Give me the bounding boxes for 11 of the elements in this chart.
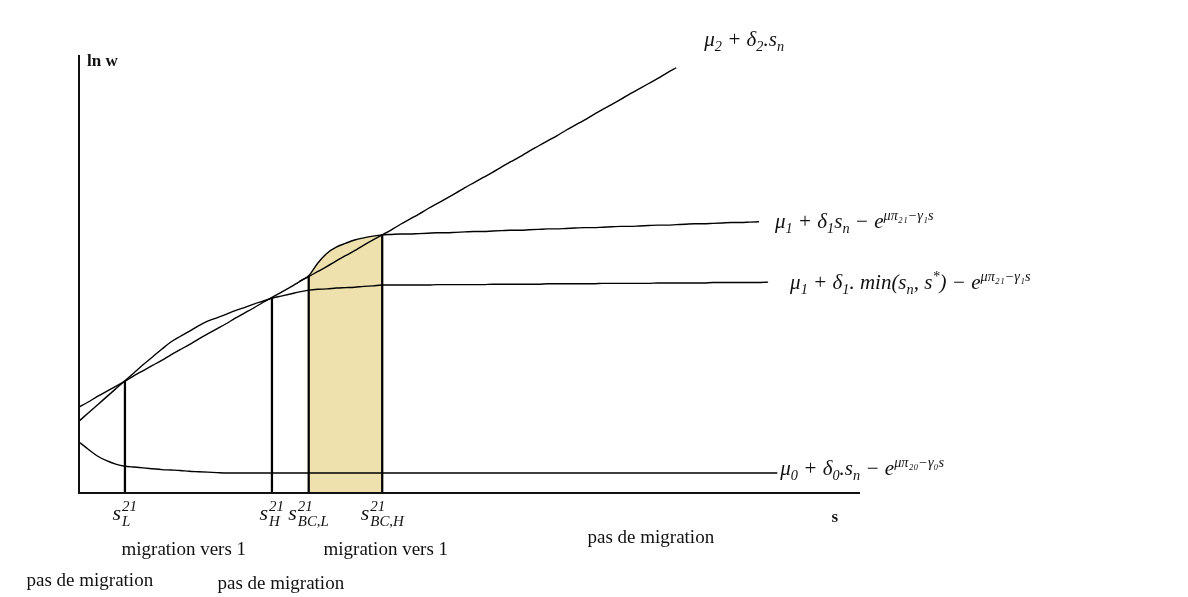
text: μ$_{1}$ + δ$_{1}$. min(s$_{n}$, s$^{*}$) − e$^{μπ₂₁−γ₁s}$ (790, 267, 1031, 297)
y-axis-title: ln w (87, 50, 118, 71)
text: pas de migration (217, 571, 345, 594)
text: migration vers 1 (121, 537, 247, 560)
x-axis-title: s (831, 506, 839, 527)
series-label: μ$_{2}$ + δ$_{2}$.s$_{n}$ (704, 27, 785, 55)
text: migration vers 1 (323, 537, 449, 560)
text: pas de migration (26, 568, 154, 591)
series-label: μ$_{0}$ + δ$_{0}$.s$_{n}$ − e$^{μπ₂₀−γ₀s}$ (780, 453, 945, 483)
series-label: μ$_{1}$ + δ$_{1}$s$_{n}$ − e$^{μπ₂₁−γ₁s}$ (774, 207, 934, 237)
text: pas de migration (587, 525, 715, 548)
